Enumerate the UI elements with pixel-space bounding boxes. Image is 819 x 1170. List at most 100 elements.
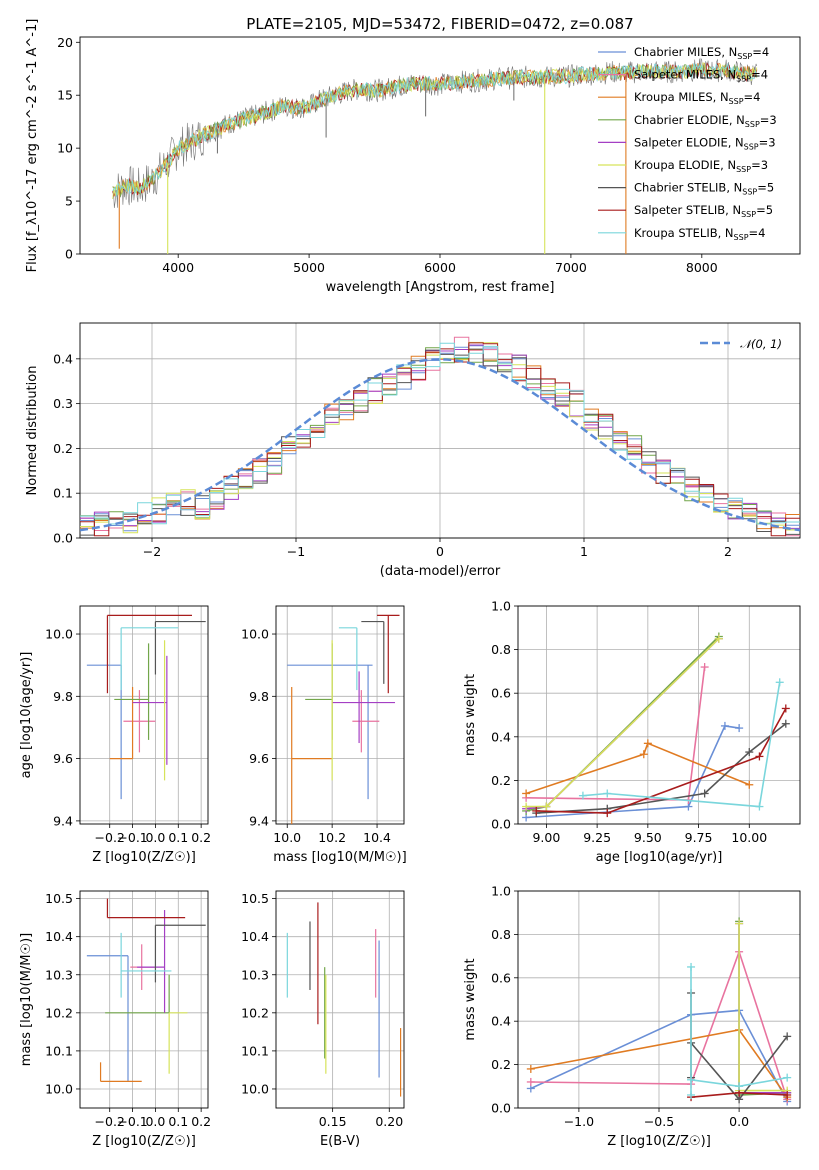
x-axis-label: Z [log10(Z/Z☉)]: [92, 1134, 196, 1149]
legend-count: =4: [749, 226, 766, 240]
y-tick-label: 10.0: [241, 627, 269, 642]
legend-subscript: SSP: [736, 75, 751, 84]
plot-area: [86, 898, 206, 1082]
y-tick-label: 0.3: [53, 396, 73, 411]
x-tick-label: 0.20: [375, 1114, 403, 1129]
x-axis-label: age [log10(age/yr)]: [596, 850, 723, 865]
axes-frame: [275, 605, 405, 825]
y-tick-label: 10.1: [241, 1043, 269, 1058]
y-tick-label: 10.1: [45, 1043, 73, 1058]
histogram-kroupa_stelib: [80, 342, 800, 525]
y-tick-label: 9.8: [249, 689, 269, 704]
legend-subscript: SSP: [744, 142, 759, 151]
legend-count: =3: [760, 113, 777, 127]
y-tick-label: 10.3: [241, 967, 269, 982]
plot-area: [286, 902, 402, 1097]
errorbar-chabrier_miles: [287, 664, 373, 800]
x-tick-label: 9.25: [583, 830, 611, 845]
axes-frame: [79, 36, 801, 255]
y-tick-label: 0.2: [491, 1057, 511, 1072]
y-tick-label: 10.0: [45, 627, 73, 642]
errorbar-chabrier_elodie: [114, 643, 150, 740]
legend-count: =3: [759, 135, 776, 149]
series-line-kroupa_stelib: [582, 682, 781, 808]
y-axis-label: mass weight: [463, 958, 478, 1040]
y-tick-label: 10.2: [241, 1005, 269, 1020]
errorbar-kroupa_stelib: [338, 627, 358, 691]
x-tick-label: −0.1: [117, 1114, 147, 1129]
panel-mass_vs_Z: −0.2−0.10.0 0.1 0.2 10.0 10.1 10.2 10.3 10.4 10.…: [19, 890, 211, 1149]
x-tick-label: −1: [287, 544, 305, 559]
y-tick-label: 9.6: [249, 751, 269, 766]
panel-spectrum: 4000 5000 6000 7000 8000 0 5 10 15 20 wavelength […: [25, 19, 801, 295]
y-tick-label: 10.0: [241, 1081, 269, 1096]
legend-count: =5: [756, 203, 773, 217]
x-tick-label: −0.1: [117, 830, 147, 845]
x-tick-label: 10.00: [731, 830, 767, 845]
panel-age_vs_Z: −0.2−0.10.0 0.1 0.2 9.4 9.6 9.8 10.0 Z [log10(Z…: [19, 605, 211, 865]
x-tick-label: 0.2: [191, 830, 211, 845]
errorbar-kroupa_stelib: [120, 932, 172, 998]
x-tick-label: 0.0: [145, 1114, 165, 1129]
errorbar-salpeter_elodie: [332, 671, 396, 744]
y-axis-label: mass [log10(M/M☉)]: [19, 933, 34, 1066]
figure-title: PLATE=2105, MJD=53472, FIBERID=0472, z=0…: [246, 15, 633, 33]
y-tick-label: 10.4: [241, 929, 269, 944]
legend-subscript: SSP: [734, 233, 749, 242]
legend-entry: Salpeter MILES, NSSP=4: [634, 68, 768, 84]
y-tick-label: 1.0: [491, 599, 511, 614]
plot-area: [86, 614, 206, 800]
x-tick-label: −0.5: [644, 1114, 674, 1129]
x-axis-label: Z [log10(Z/Z☉)]: [92, 850, 196, 865]
y-tick-label: 0.6: [491, 686, 511, 701]
x-tick-label: 10.0: [273, 830, 301, 845]
y-tick-label: 0.4: [53, 351, 73, 366]
x-tick-label: 4000: [162, 260, 194, 275]
x-axis-label: wavelength [Angstrom, rest frame]: [326, 280, 555, 295]
axes-frame: [275, 890, 405, 1109]
model-spectrum-kroupa_elodie: [112, 62, 758, 200]
x-tick-label: 6000: [424, 260, 456, 275]
errorbar-kroupa_elodie: [168, 1012, 188, 1074]
legend-subscript: SSP: [742, 188, 757, 197]
series-line-salpeter_stelib: [536, 708, 787, 814]
plot-area: [80, 336, 800, 537]
x-tick-label: 0.1: [168, 830, 188, 845]
x-tick-label: 9.00: [532, 830, 560, 845]
legend-entry: Kroupa MILES, NSSP=4: [634, 90, 760, 106]
errorbar-chabrier_stelib: [154, 620, 206, 675]
legend-count: =3: [751, 158, 768, 172]
x-tick-label: 7000: [555, 260, 587, 275]
errorbar-salpeter_elodie: [132, 655, 168, 765]
y-tick-label: 1.0: [491, 884, 511, 899]
series-line-chabrier_miles: [530, 1009, 788, 1102]
legend-subscript: SSP: [745, 120, 760, 129]
legend-entry: Chabrier ELODIE, NSSP=3: [634, 113, 777, 129]
errorbar-kroupa_miles: [99, 1062, 142, 1082]
errorbar-salpeter_miles: [352, 690, 380, 753]
y-tick-label: 9.6: [53, 751, 73, 766]
errorbar-salpeter_stelib: [106, 614, 192, 694]
axes-frame: [517, 605, 801, 825]
legend-count: =4: [752, 45, 769, 59]
y-tick-label: 0.8: [491, 642, 511, 657]
legend-entry: Kroupa STELIB, NSSP=4: [634, 226, 765, 242]
plot-area: [522, 632, 790, 822]
errorbar-salpeter_stelib: [106, 898, 186, 919]
y-tick-label: 0.2: [491, 773, 511, 788]
x-tick-label: 0: [436, 544, 444, 559]
y-axis-label: Normed distribution: [25, 366, 40, 496]
model-spectrum-kroupa_stelib: [112, 62, 758, 198]
y-tick-label: 0.6: [491, 970, 511, 985]
series-line-kroupa_elodie: [738, 923, 788, 1092]
x-tick-label: 0.1: [168, 1114, 188, 1129]
x-tick-label: 0.15: [319, 1114, 347, 1129]
legend-entry: Chabrier MILES, NSSP=4: [634, 45, 769, 61]
panel-residuals: −2 −1 0 1 2 0.0 0.1 0.2 0.3 0.4 (data-model)/error…: [25, 322, 801, 579]
legend-entry: Chabrier STELIB, NSSP=5: [634, 181, 774, 197]
x-tick-label: 2: [724, 544, 732, 559]
y-tick-label: 10.4: [45, 929, 73, 944]
x-tick-label: −1.0: [564, 1114, 594, 1129]
legend-subscript: SSP: [737, 52, 752, 61]
y-tick-label: 0.4: [491, 1014, 511, 1029]
